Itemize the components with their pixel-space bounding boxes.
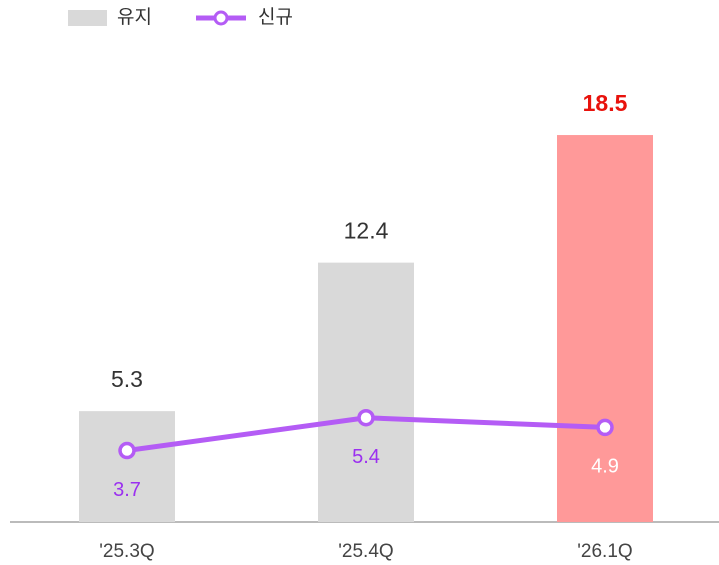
bar	[318, 262, 414, 522]
line-marker	[118, 441, 136, 460]
bar-value-label: 12.4	[344, 218, 389, 244]
legend-swatch-bar	[68, 10, 107, 26]
x-tick-label: '26.1Q	[577, 541, 632, 562]
bar-value-label: 5.3	[111, 366, 143, 392]
legend-swatch-marker	[213, 10, 229, 26]
line-marker	[357, 408, 375, 427]
line-value-label: 3.7	[113, 479, 141, 501]
line-value-label: 5.4	[352, 446, 380, 468]
legend-label: 유지	[117, 6, 152, 28]
line-marker	[596, 418, 614, 437]
bar-value-label: 18.5	[583, 90, 628, 116]
x-tick-label: '25.3Q	[99, 541, 154, 562]
bar	[79, 411, 175, 522]
bar	[557, 135, 653, 522]
legend-label: 신규	[258, 6, 293, 28]
line-value-label: 4.9	[591, 456, 619, 478]
x-tick-label: '25.4Q	[338, 541, 393, 562]
